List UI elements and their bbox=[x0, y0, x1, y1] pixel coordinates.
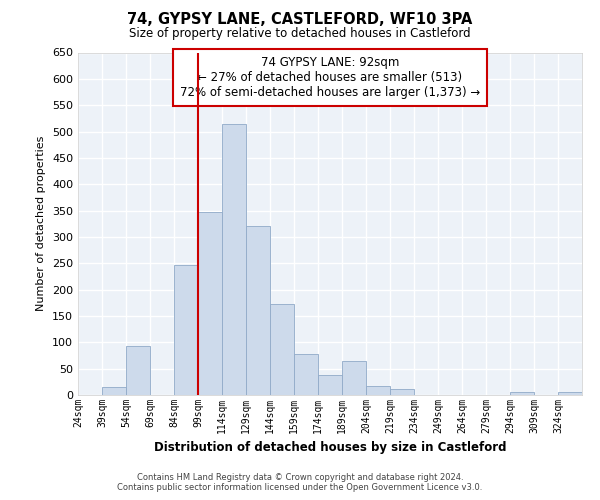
Bar bbox=[270, 304, 294, 395]
Bar bbox=[222, 124, 246, 395]
Bar bbox=[126, 346, 150, 395]
Bar bbox=[102, 387, 126, 395]
Text: 74 GYPSY LANE: 92sqm
← 27% of detached houses are smaller (513)
72% of semi-deta: 74 GYPSY LANE: 92sqm ← 27% of detached h… bbox=[180, 56, 480, 99]
Bar bbox=[366, 386, 390, 395]
Bar bbox=[198, 212, 222, 395]
Bar bbox=[342, 361, 366, 395]
Bar bbox=[174, 265, 198, 395]
Y-axis label: Number of detached properties: Number of detached properties bbox=[37, 136, 46, 312]
Text: Size of property relative to detached houses in Castleford: Size of property relative to detached ho… bbox=[129, 28, 471, 40]
Text: Contains HM Land Registry data © Crown copyright and database right 2024.
Contai: Contains HM Land Registry data © Crown c… bbox=[118, 473, 482, 492]
Bar bbox=[558, 392, 582, 395]
Bar bbox=[390, 388, 414, 395]
X-axis label: Distribution of detached houses by size in Castleford: Distribution of detached houses by size … bbox=[154, 442, 506, 454]
Bar bbox=[294, 354, 318, 395]
Text: 74, GYPSY LANE, CASTLEFORD, WF10 3PA: 74, GYPSY LANE, CASTLEFORD, WF10 3PA bbox=[127, 12, 473, 28]
Bar bbox=[246, 226, 270, 395]
Bar bbox=[510, 392, 534, 395]
Bar bbox=[318, 375, 342, 395]
